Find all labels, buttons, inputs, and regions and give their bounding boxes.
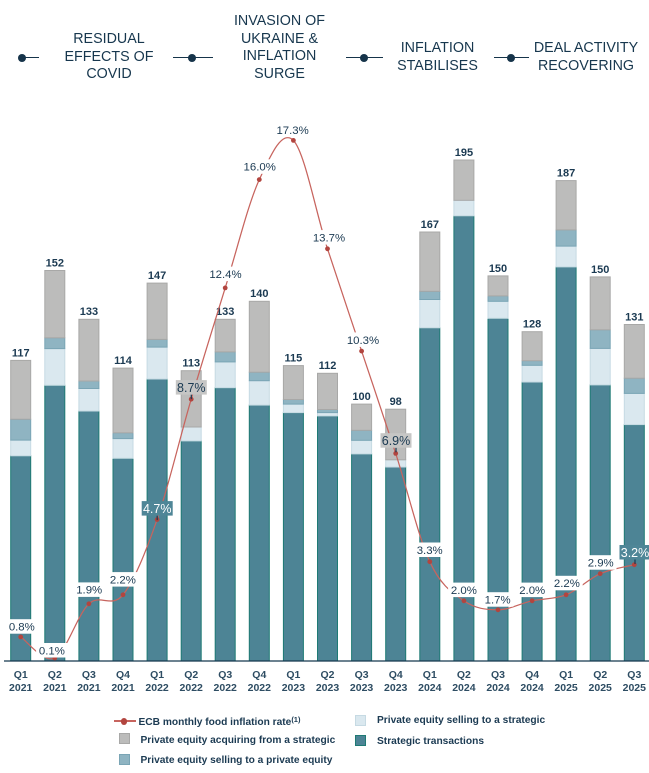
svg-text:2.0%: 2.0% (519, 585, 545, 597)
svg-text:2024: 2024 (452, 682, 476, 694)
svg-text:2021: 2021 (77, 682, 101, 694)
svg-text:3.2%: 3.2% (621, 546, 649, 560)
svg-text:Q3: Q3 (82, 669, 96, 681)
svg-text:195: 195 (455, 147, 473, 159)
svg-text:117: 117 (12, 347, 30, 359)
svg-text:100: 100 (352, 391, 370, 403)
svg-text:Q4: Q4 (252, 669, 266, 681)
svg-text:112: 112 (319, 360, 337, 372)
svg-text:114: 114 (114, 355, 133, 367)
svg-text:Q2: Q2 (184, 669, 198, 681)
svg-text:2025: 2025 (589, 682, 613, 694)
svg-text:140: 140 (250, 288, 268, 300)
svg-text:2025: 2025 (554, 682, 578, 694)
svg-text:133: 133 (216, 306, 234, 318)
svg-text:Q3: Q3 (355, 669, 369, 681)
svg-text:13.7%: 13.7% (313, 232, 345, 244)
svg-text:2.2%: 2.2% (110, 575, 136, 587)
svg-text:2023: 2023 (316, 682, 340, 694)
svg-text:98: 98 (390, 396, 402, 408)
svg-text:150: 150 (489, 263, 507, 275)
svg-text:Q1: Q1 (286, 669, 300, 681)
svg-text:16.0%: 16.0% (244, 162, 276, 174)
svg-text:2024: 2024 (520, 682, 544, 694)
svg-text:0.1%: 0.1% (39, 645, 65, 657)
svg-text:150: 150 (591, 264, 609, 276)
svg-text:2023: 2023 (350, 682, 374, 694)
svg-text:12.4%: 12.4% (209, 269, 241, 281)
svg-text:2023: 2023 (384, 682, 408, 694)
svg-text:Q1: Q1 (14, 669, 28, 681)
svg-text:2.9%: 2.9% (588, 558, 614, 570)
svg-text:Q3: Q3 (218, 669, 232, 681)
svg-text:2.0%: 2.0% (451, 585, 477, 597)
svg-text:Q1: Q1 (150, 669, 164, 681)
svg-text:128: 128 (523, 319, 541, 331)
svg-text:0.8%: 0.8% (9, 622, 35, 634)
svg-text:2025: 2025 (623, 682, 647, 694)
svg-text:8.7%: 8.7% (177, 381, 206, 395)
svg-text:131: 131 (625, 311, 643, 323)
svg-text:167: 167 (421, 219, 439, 231)
svg-text:2022: 2022 (214, 682, 238, 694)
svg-text:2021: 2021 (9, 682, 33, 694)
svg-text:2022: 2022 (145, 682, 169, 694)
svg-text:Q4: Q4 (389, 669, 403, 681)
svg-text:1.9%: 1.9% (76, 585, 102, 597)
svg-text:Q2: Q2 (593, 669, 607, 681)
svg-text:147: 147 (148, 270, 166, 282)
svg-text:2024: 2024 (486, 682, 510, 694)
svg-text:2021: 2021 (111, 682, 135, 694)
svg-text:4.7%: 4.7% (143, 502, 172, 516)
svg-text:2021: 2021 (43, 682, 67, 694)
svg-text:Q4: Q4 (116, 669, 130, 681)
svg-text:3.3%: 3.3% (417, 545, 443, 557)
svg-text:113: 113 (182, 358, 200, 370)
svg-text:115: 115 (285, 353, 303, 365)
svg-text:Q2: Q2 (457, 669, 471, 681)
svg-text:133: 133 (80, 306, 98, 318)
svg-text:152: 152 (46, 257, 64, 269)
svg-text:1.7%: 1.7% (485, 595, 511, 607)
svg-text:10.3%: 10.3% (347, 335, 379, 347)
svg-text:2022: 2022 (248, 682, 272, 694)
svg-text:Q4: Q4 (525, 669, 539, 681)
svg-text:Q3: Q3 (491, 669, 505, 681)
svg-text:17.3%: 17.3% (276, 125, 308, 137)
svg-text:6.9%: 6.9% (382, 434, 411, 448)
svg-text:2.2%: 2.2% (554, 578, 580, 590)
svg-text:Q2: Q2 (48, 669, 62, 681)
svg-text:187: 187 (557, 168, 575, 180)
svg-text:2022: 2022 (180, 682, 204, 694)
svg-text:2023: 2023 (282, 682, 306, 694)
svg-text:Q1: Q1 (559, 669, 573, 681)
svg-text:Q1: Q1 (423, 669, 437, 681)
svg-text:Q2: Q2 (320, 669, 334, 681)
svg-text:Q3: Q3 (627, 669, 641, 681)
svg-text:2024: 2024 (418, 682, 442, 694)
